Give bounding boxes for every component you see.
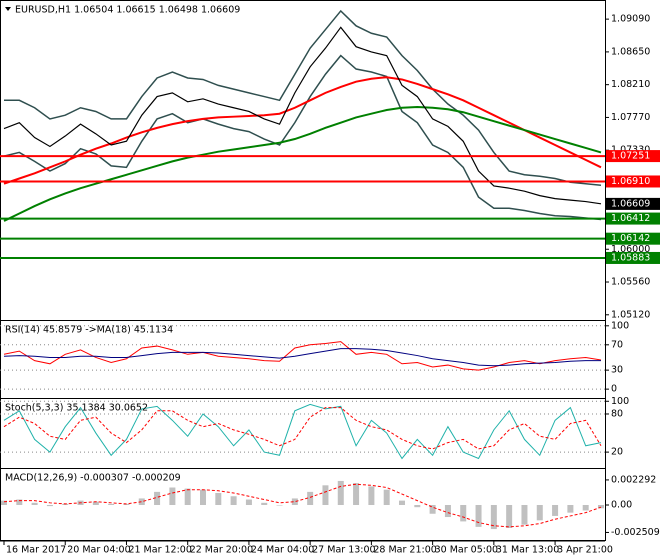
x-tick-label: 24 Mar 04:00: [251, 545, 314, 556]
series-line: [3, 483, 602, 528]
histogram-bar: [46, 505, 53, 507]
histogram-bar: [414, 505, 421, 508]
histogram-bar: [215, 492, 222, 505]
y-tick-label: 1.06000: [611, 244, 650, 255]
y-tick-label: 0: [611, 384, 617, 395]
y-tick-label: 70: [611, 339, 623, 350]
level-label: 1.06142: [611, 233, 650, 244]
x-tick-label: 3 Apr 21:00: [557, 545, 613, 556]
histogram-bar: [598, 505, 604, 509]
y-tick-label: 1.05560: [611, 277, 650, 288]
histogram-bar: [230, 496, 237, 505]
histogram-bar: [291, 498, 298, 505]
y-tick-label: 1.08210: [611, 79, 650, 90]
x-tick-label: 16 Mar 2017: [6, 545, 66, 556]
histogram-bar: [138, 498, 145, 505]
x-tick-label: 28 Mar 21:00: [373, 545, 436, 556]
histogram-bar: [582, 505, 589, 511]
histogram-bar: [108, 503, 115, 505]
title-arrow: [5, 7, 11, 11]
level-label: 1.07251: [611, 151, 650, 162]
panel-title: RSI(14) 45.8579 ->MA(18) 45.1134: [5, 325, 173, 336]
panel: [0, 400, 605, 460]
histogram-bar: [92, 501, 99, 505]
y-tick-label: 100: [611, 320, 629, 331]
histogram-bar: [307, 491, 314, 505]
x-tick-label: 31 Mar 13:00: [496, 545, 559, 556]
panel: [1, 480, 604, 530]
level-tag: [606, 251, 660, 264]
series-line: [4, 9, 602, 186]
histogram-bar: [261, 502, 268, 505]
series-line: [3, 341, 602, 371]
histogram-bar: [337, 480, 344, 505]
panel: [3, 9, 602, 222]
level-tag: [606, 175, 660, 188]
level-tag: [606, 212, 660, 225]
y-tick-label: 1.08650: [611, 46, 650, 57]
histogram-bar: [123, 503, 130, 505]
histogram-bar: [536, 505, 543, 521]
panel-title: EURUSD,H1 1.06504 1.06615 1.06498 1.0660…: [15, 5, 240, 16]
histogram-bar: [567, 505, 574, 513]
y-tick-label: 30: [611, 365, 623, 376]
histogram-bar: [506, 505, 513, 528]
series-line: [3, 26, 602, 205]
histogram-bar: [475, 505, 482, 527]
histogram-bar: [521, 505, 528, 525]
y-tick-label: -0.002509: [611, 527, 660, 538]
histogram-bar: [245, 499, 252, 505]
y-tick-label: 1.09090: [611, 14, 650, 25]
histogram-bar: [552, 505, 559, 516]
y-tick-label: 20: [611, 447, 623, 458]
histogram-bar: [322, 485, 329, 505]
y-tick-label: 1.07770: [611, 112, 650, 123]
level-label: 1.06412: [611, 213, 650, 224]
series-line: [3, 76, 602, 185]
series-line: [3, 348, 601, 367]
x-tick-label: 27 Mar 13:00: [312, 545, 375, 556]
histogram-bar: [368, 486, 375, 505]
histogram-bar: [383, 489, 390, 505]
y-tick-label: 1.05120: [611, 309, 650, 320]
y-tick-label: 80: [611, 408, 623, 419]
y-tick-label: 100: [611, 396, 629, 407]
histogram-bar: [276, 505, 283, 506]
histogram-bar: [399, 500, 405, 505]
panel: [0, 325, 605, 390]
y-tick-label: 0.002292: [611, 474, 656, 485]
series-line: [3, 407, 602, 450]
price-label: 1.06609: [611, 198, 650, 209]
level-label: 1.05883: [611, 252, 650, 263]
histogram-bar: [62, 503, 69, 505]
histogram-bar: [490, 505, 497, 530]
panel-title: Stoch(5,3,3) 35.1384 30.0652: [5, 403, 148, 414]
histogram-bar: [154, 491, 161, 505]
series-line: [3, 403, 602, 460]
panel-title: MACD(12,26,9) -0.000307 -0.000209: [5, 473, 181, 484]
histogram-bar: [353, 483, 360, 505]
level-tag: [606, 232, 660, 245]
x-tick-label: 20 Mar 04:00: [67, 545, 130, 556]
histogram-bar: [184, 488, 191, 505]
histogram-bar: [1, 500, 7, 505]
price-tag: [606, 197, 660, 210]
y-tick-label: 0.00: [611, 500, 632, 511]
histogram-bar: [460, 505, 467, 522]
level-label: 1.06910: [611, 176, 650, 187]
histogram-bar: [16, 499, 23, 505]
histogram-bar: [444, 505, 451, 518]
series-line: [3, 54, 602, 221]
histogram-bar: [200, 489, 206, 505]
x-tick-label: 22 Mar 20:00: [190, 545, 253, 556]
level-tag: [606, 150, 660, 163]
histogram-bar: [31, 502, 38, 505]
histogram-bar: [169, 487, 176, 505]
histogram-bar: [429, 505, 436, 514]
x-tick-label: 30 Mar 05:00: [435, 545, 498, 556]
x-tick-label: 21 Mar 12:00: [128, 545, 191, 556]
